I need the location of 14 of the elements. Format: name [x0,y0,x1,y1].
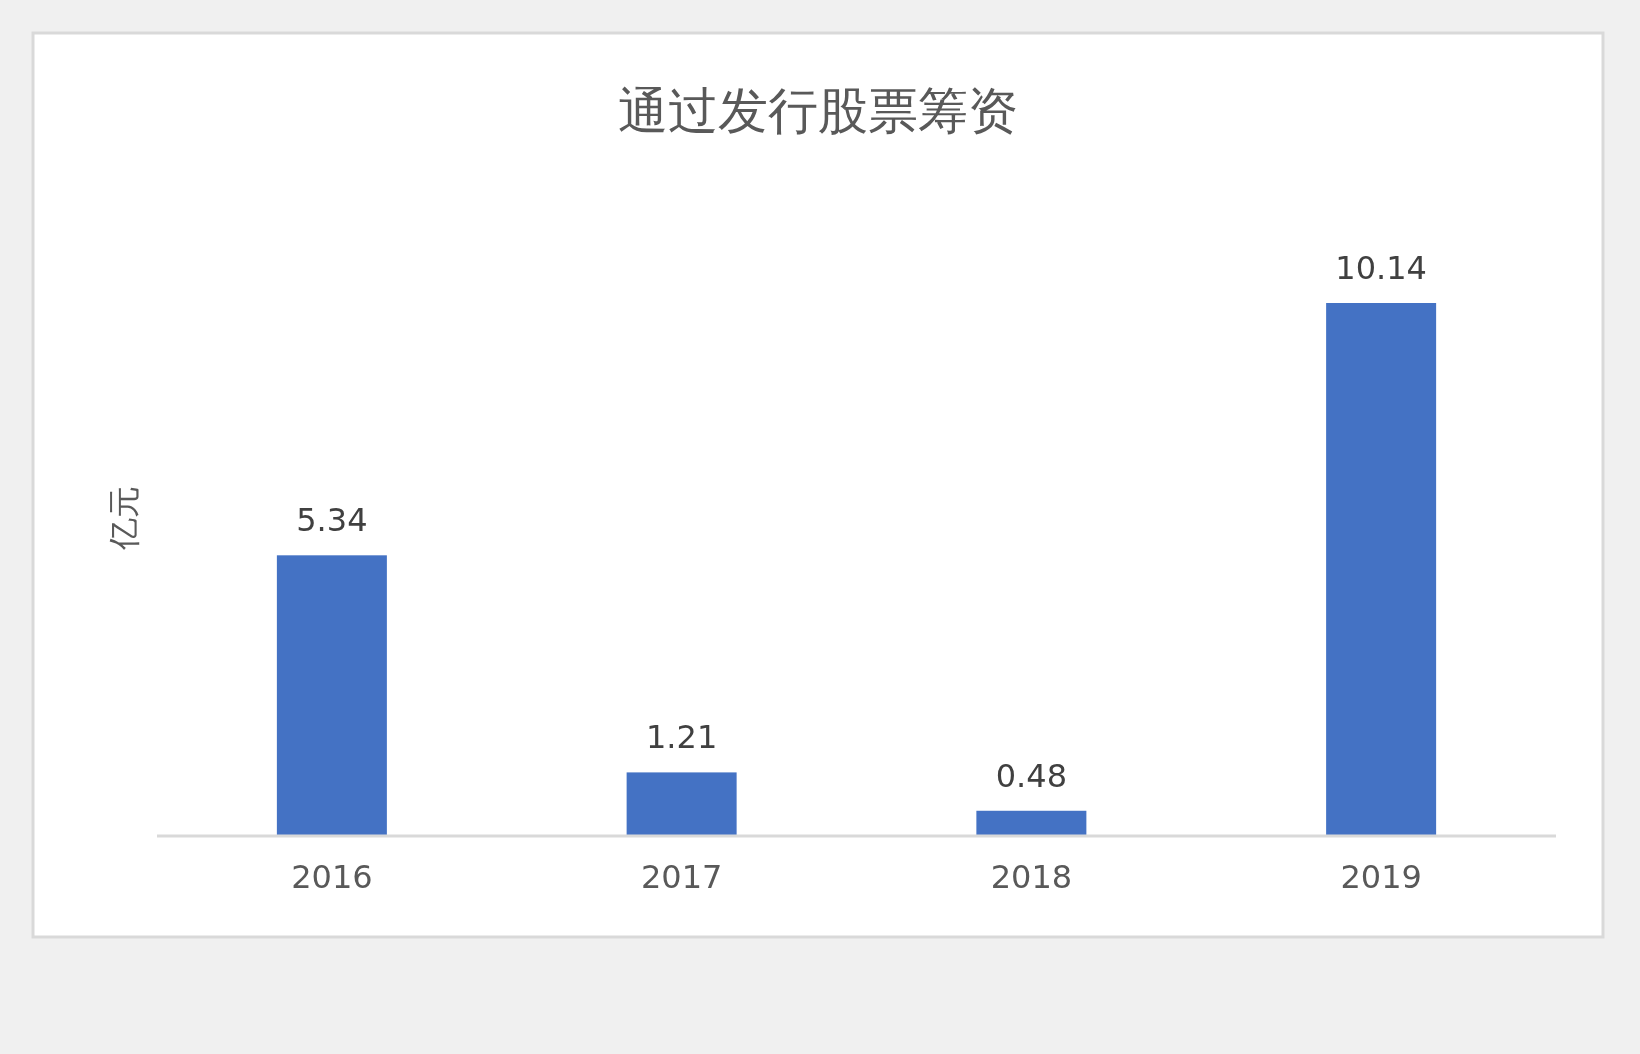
bar [976,810,1087,836]
bar [276,555,387,836]
x-tick-label: 2016 [291,858,373,896]
x-tick-label: 2019 [1340,858,1422,896]
y-axis-title: 亿元 [105,486,143,551]
data-label: 5.34 [296,501,368,540]
chart-title: 通过发行股票筹资 [618,82,1018,140]
bar [626,772,737,836]
bar [1326,303,1437,836]
data-label: 10.14 [1335,249,1427,287]
data-label: 0.48 [995,756,1067,795]
x-tick-label: 2018 [990,858,1073,896]
x-tick-label: 2017 [640,858,723,896]
data-label: 1.21 [646,718,718,757]
